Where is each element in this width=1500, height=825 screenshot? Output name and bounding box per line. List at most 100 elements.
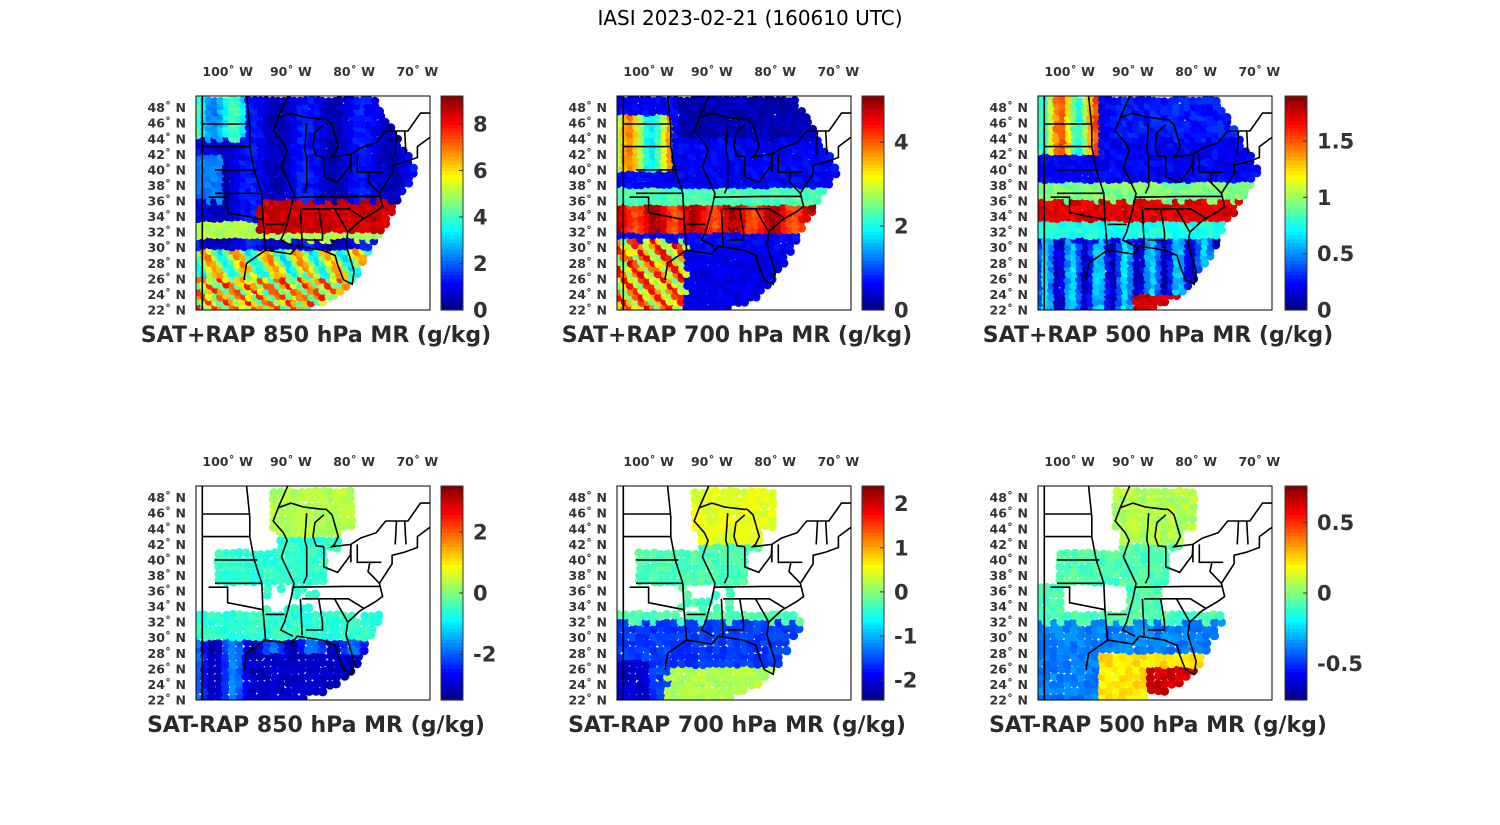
data-point [248,611,258,621]
data-point [788,631,799,641]
lat-tick-label: 30˚ N [148,630,186,645]
data-point [290,693,300,700]
swath-data [1038,96,1262,310]
data-point [784,113,794,123]
data-point [256,550,266,560]
data-point [311,671,321,681]
colorbar-swatch [862,170,884,176]
data-point [311,610,321,620]
data-point [283,687,293,697]
colorbar-swatch [441,128,463,133]
colorbar-swatch [1285,138,1307,143]
data-point [317,652,327,662]
data-point [617,652,623,663]
lon-tick-label: 70˚ W [396,454,438,469]
data-point [304,686,314,697]
data-point [227,242,237,252]
data-point [318,508,328,518]
colorbar-swatch [862,299,884,304]
lon-tick-label: 90˚ W [691,64,733,79]
colorbar-swatch [441,543,463,548]
colorbar-tick-label: 2 [473,252,488,276]
data-point [1137,96,1146,105]
data-point [739,564,749,574]
colorbar-swatch [441,120,463,126]
data-point [269,501,279,511]
colorbar-swatch [441,285,463,290]
data-point [808,141,817,151]
data-point [1183,281,1193,291]
data-point [228,660,238,670]
data-point [289,652,299,662]
data-point [794,624,804,634]
data-point [1091,208,1101,217]
colorbar-swatch [1285,142,1307,147]
lat-tick-label: 40˚ N [569,162,607,177]
data-point [261,96,271,105]
data-point [756,96,766,105]
lat-tick-label: 48˚ N [569,100,607,115]
colorbar-swatch [441,178,463,183]
data-point [276,652,286,662]
colorbar-swatch [441,213,463,218]
data-point [242,637,252,647]
data-point [1235,135,1244,145]
colorbar-tick-label: 2 [473,520,488,544]
colorbar-swatch [441,575,463,580]
data-point [683,549,693,559]
lat-tick-label: 44˚ N [148,521,186,536]
data-point [725,665,735,675]
colorbar-swatch [441,263,463,268]
colorbar-swatch [1285,256,1307,261]
colorbar-swatch [862,277,884,283]
data-point [338,639,349,649]
colorbar-swatch [862,220,884,225]
colorbar-swatch [862,120,884,126]
panel-title: SAT+RAP 500 hPa MR (g/kg) [983,323,1333,348]
data-point [206,692,217,700]
data-point [649,679,659,690]
colorbar-swatch [862,224,884,229]
colorbar-swatch [441,163,463,168]
colorbar-swatch [441,217,463,222]
data-point [255,660,265,670]
data-point [1057,96,1067,104]
data-point [248,631,258,642]
data-point [698,659,708,670]
lat-tick-label: 46˚ N [569,116,607,131]
lat-tick-label: 36˚ N [148,194,186,209]
data-point [206,657,216,668]
colorbar-swatch [862,128,884,133]
map-frame [1037,95,1273,311]
data-point [753,679,763,689]
data-point [341,119,350,129]
data-point [318,265,328,274]
colorbar-swatch [862,302,884,308]
data-point [690,577,700,587]
colorbar-swatch [441,614,463,619]
colorbar-swatch [441,110,463,115]
colorbar-swatch [441,660,463,665]
data-point [1086,192,1095,201]
colorbar-swatch [862,192,884,197]
data-point [360,611,370,621]
data-point [331,507,341,517]
data-point [641,673,651,683]
data-point [722,168,731,178]
colorbar-swatch [1285,213,1307,218]
colorbar-swatch [1285,210,1307,215]
data-point [1080,181,1089,190]
colorbar-swatch [862,242,884,247]
data-point [1137,197,1147,206]
lat-tick-label: 36˚ N [990,194,1028,209]
data-point [242,680,252,690]
data-point [221,569,231,579]
data-point [1177,119,1186,129]
data-point [339,487,349,497]
data-point [704,624,715,634]
colorbar-swatch [862,181,884,186]
colorbar-swatch [1285,167,1307,172]
colorbar-swatch [862,231,884,236]
map-frame [195,95,431,311]
data-point [241,569,251,580]
